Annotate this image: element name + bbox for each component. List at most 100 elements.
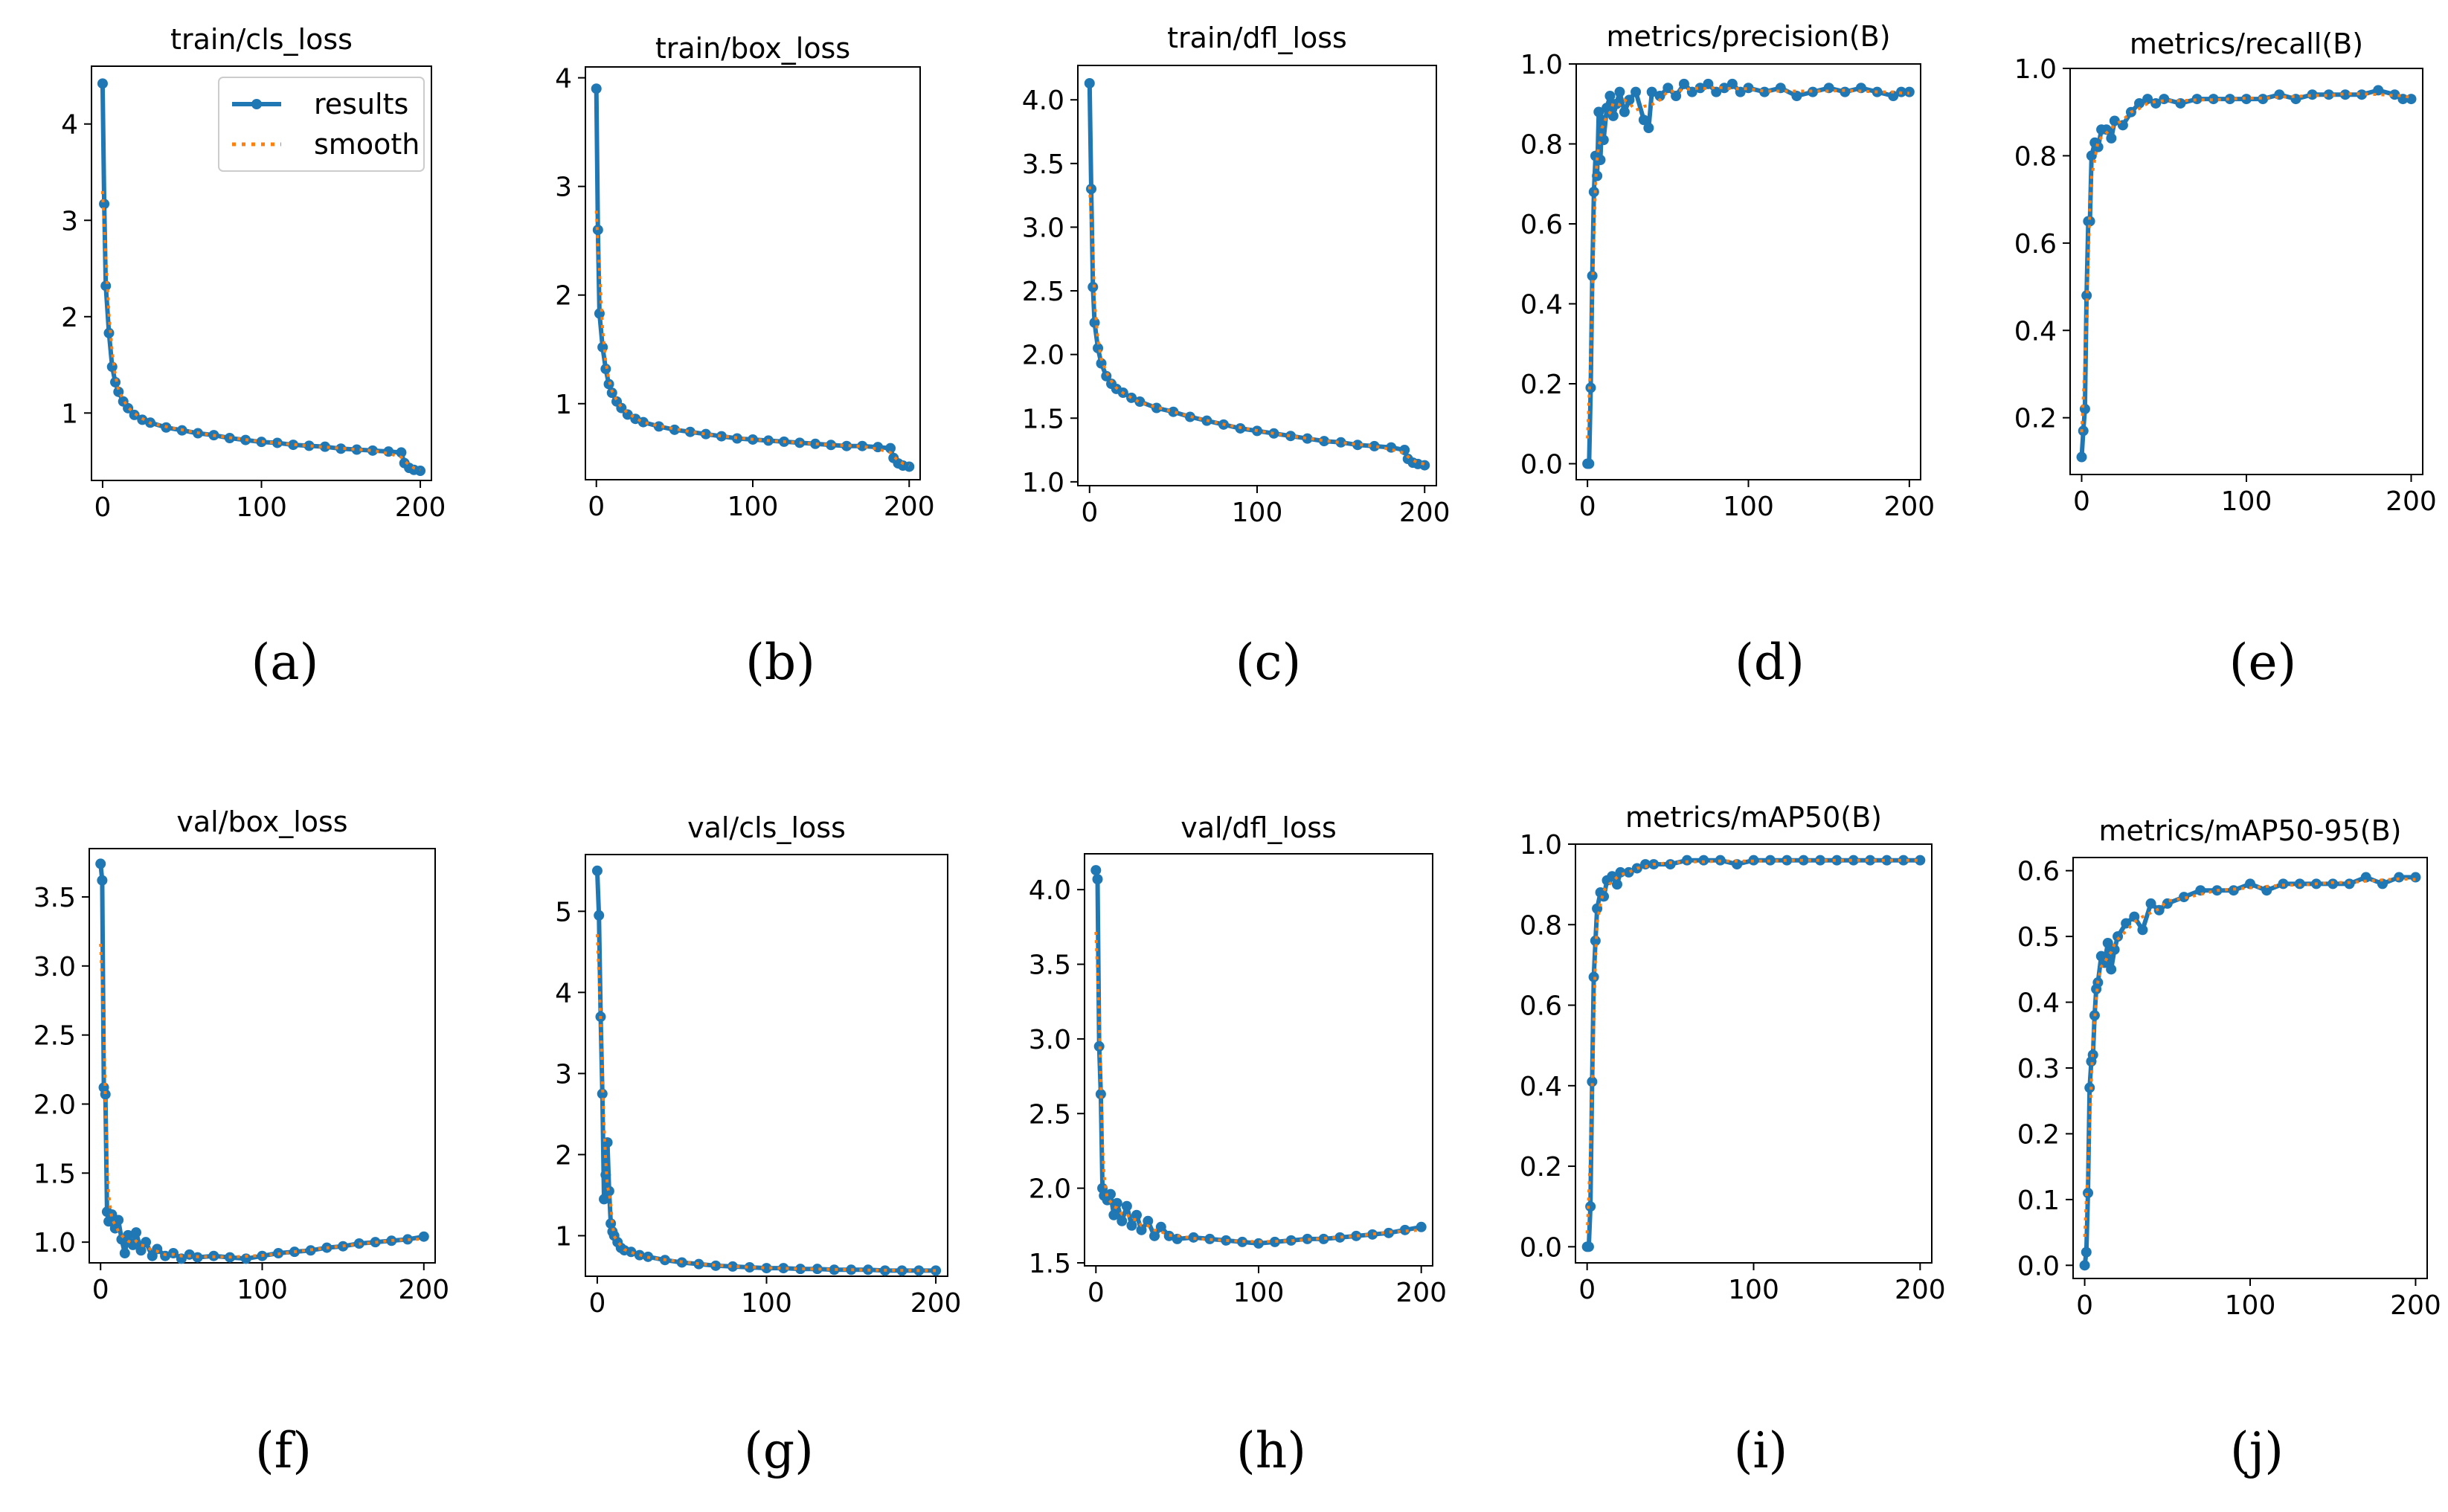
results-point	[418, 1231, 429, 1242]
results-point	[2129, 911, 2140, 922]
results-point	[1840, 86, 1851, 97]
results-point	[599, 1194, 610, 1205]
x-tick-label: 0	[2073, 486, 2090, 517]
legend-smooth-label: smooth	[314, 128, 420, 161]
results-point	[1593, 106, 1604, 118]
y-tick-label: 0.2	[2017, 1119, 2060, 1150]
results-point	[1764, 855, 1776, 866]
results-point	[2195, 885, 2206, 896]
results-point	[1367, 1229, 1378, 1240]
chart-title: train/dfl_loss	[1167, 22, 1347, 54]
x-tick-label: 0	[92, 1275, 109, 1305]
results-point	[1302, 433, 1313, 444]
results-point	[1319, 436, 1330, 447]
results-point	[256, 437, 267, 448]
results-point	[2258, 94, 2269, 105]
x-tick-label: 0	[1578, 1275, 1596, 1305]
results-point	[2360, 872, 2371, 883]
results-point	[123, 1229, 134, 1241]
y-tick-label: 0.8	[2014, 141, 2057, 172]
results-point	[1155, 1221, 1166, 1232]
results-point	[2175, 97, 2186, 109]
y-tick-label: 3	[555, 1059, 572, 1090]
x-tick-label: 0	[1081, 498, 1098, 528]
results-point	[1604, 91, 1616, 101]
results-point	[1237, 1236, 1248, 1247]
results-point	[1678, 78, 1689, 89]
results-point	[1602, 103, 1613, 114]
results-point	[904, 461, 915, 472]
results-point	[1711, 86, 1722, 97]
y-tick-label: 0.2	[2014, 404, 2057, 434]
y-tick-label: 0.5	[2017, 922, 2060, 953]
results-point	[1584, 458, 1595, 469]
results-point	[1815, 855, 1826, 866]
axes-frame	[1077, 65, 1437, 486]
x-tick-label: 0	[1088, 1278, 1105, 1308]
results-point	[2121, 918, 2132, 929]
caption-j: (j)	[2230, 1422, 2284, 1479]
results-point	[2377, 878, 2388, 889]
results-point	[110, 376, 121, 387]
results-point	[1915, 855, 1926, 866]
results-line	[1093, 869, 1422, 1246]
smooth-line	[100, 190, 421, 472]
y-tick-label: 1.0	[1520, 50, 1563, 80]
results-point	[2145, 898, 2156, 909]
x-tick-label: 0	[2076, 1290, 2093, 1321]
smooth-line	[1586, 86, 1909, 439]
x-tick-label: 200	[1395, 1278, 1447, 1308]
results-point	[1587, 270, 1598, 281]
x-tick-label: 100	[236, 492, 287, 523]
caption-h: (h)	[1236, 1422, 1306, 1479]
results-point	[103, 327, 115, 338]
y-tick-label: 3	[61, 206, 78, 237]
subplot-1: train/cls_loss 0 100 200 1 2 3 4 results smooth	[61, 23, 446, 523]
results-point	[2076, 451, 2087, 463]
x-tick-label: 0	[94, 492, 111, 523]
results-point	[1399, 1224, 1410, 1235]
x-tick-label: 200	[1895, 1275, 1946, 1305]
results-point	[2142, 94, 2153, 105]
results-point	[1823, 83, 1834, 94]
x-tick-label: 200	[1883, 492, 1935, 522]
results-point	[1136, 1224, 1147, 1235]
results-line	[2082, 875, 2416, 1266]
y-tick-label: 1.0	[2014, 54, 2057, 85]
chart-title: metrics/mAP50-95(B)	[2098, 814, 2401, 847]
axes-frame	[585, 854, 948, 1277]
smooth-line	[2083, 877, 2416, 1238]
axes-frame	[1575, 63, 1921, 480]
legend-results-label: results	[314, 88, 408, 120]
subplot-2: train/box_loss 0 100 200 1 2 3 4	[555, 32, 935, 522]
results-point	[1638, 115, 1649, 126]
y-tick-label: 0.4	[1520, 290, 1563, 321]
results-point	[1351, 1230, 1362, 1241]
results-point	[1105, 1188, 1116, 1200]
results-point	[152, 1244, 163, 1255]
results-point	[1631, 86, 1642, 97]
results-point	[761, 1263, 772, 1274]
results-point	[600, 364, 611, 375]
results-point	[2208, 94, 2219, 105]
chart-title: train/cls_loss	[170, 23, 353, 56]
results-point	[1253, 1238, 1264, 1249]
results-point	[1665, 859, 1676, 870]
results-point	[176, 1253, 187, 1264]
subplot-4: metrics/precision(B) 0 100 200 0.0 0.2 0.4 0.6 0…	[1520, 20, 1935, 522]
legend-results-marker	[251, 99, 262, 109]
results-point	[1335, 437, 1346, 448]
results-point	[2083, 1188, 2094, 1199]
y-tick-label: 4.0	[1029, 875, 1071, 906]
y-tick-label: 3.5	[33, 883, 76, 913]
results-point	[1654, 91, 1665, 101]
x-tick-label: 100	[741, 1288, 792, 1319]
x-tick-label: 100	[2221, 486, 2272, 517]
results-point	[1269, 1236, 1280, 1247]
y-tick-label: 0.8	[1520, 910, 1562, 941]
results-point	[97, 78, 108, 89]
results-point	[2078, 425, 2089, 437]
x-tick-label: 100	[1728, 1275, 1779, 1305]
chart-title: val/cls_loss	[687, 811, 846, 844]
results-point	[2394, 872, 2405, 883]
